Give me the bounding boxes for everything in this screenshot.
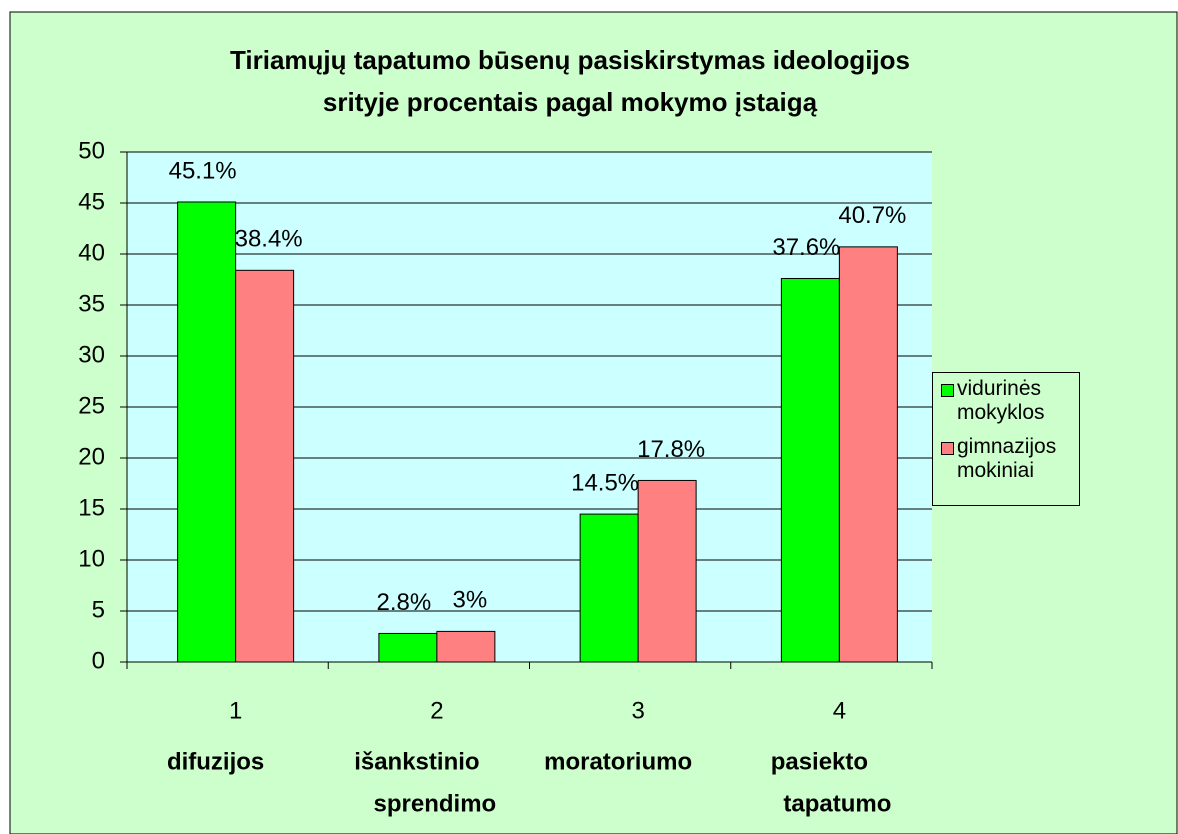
- x-tick-label: 1: [229, 697, 242, 724]
- x-tick-label: 2: [430, 697, 443, 724]
- legend-item: vidurinės mokyklos: [941, 377, 1075, 425]
- y-tick-label: 15: [78, 494, 105, 521]
- legend-swatch: [941, 442, 954, 455]
- y-tick-label: 0: [92, 647, 105, 674]
- chart-title: Tiriamųjų tapatumo būsenų pasiskirstymas…: [230, 45, 910, 75]
- y-tick-label: 40: [78, 239, 105, 266]
- y-tick-label: 45: [78, 188, 105, 215]
- legend-item: gimnazijos mokiniai: [941, 435, 1075, 483]
- y-tick-label: 20: [78, 443, 105, 470]
- category-label: išankstinio: [354, 748, 479, 775]
- value-label: 45.1%: [169, 157, 237, 184]
- x-tick-label: 4: [833, 697, 846, 724]
- category-label: difuzijos: [167, 748, 264, 775]
- bar: [235, 269, 295, 663]
- y-tick-label: 25: [78, 392, 105, 419]
- chart-title: srityje procentais pagal mokymo įstaigą: [323, 87, 818, 117]
- x-tick-label: 3: [631, 697, 644, 724]
- y-tick-label: 10: [78, 545, 105, 572]
- bar: [838, 246, 898, 663]
- bar: [378, 632, 438, 663]
- category-label: moratoriumo: [544, 748, 692, 775]
- bar: [177, 201, 237, 663]
- legend-label: vidurinės mokyklos: [957, 377, 1045, 424]
- value-label: 37.6%: [772, 234, 840, 261]
- value-label: 40.7%: [838, 202, 906, 229]
- legend: vidurinės mokyklos gimnazijos mokiniai: [932, 372, 1080, 506]
- value-label: 14.5%: [571, 469, 639, 496]
- y-tick-label: 30: [78, 341, 105, 368]
- value-label: 17.8%: [637, 436, 705, 463]
- y-tick-label: 5: [92, 596, 105, 623]
- value-label: 3%: [453, 587, 488, 614]
- legend-swatch: [941, 384, 954, 397]
- y-tick-label: 50: [78, 137, 105, 164]
- legend-label: gimnazijos mokiniai: [957, 435, 1057, 482]
- category-label: sprendimo: [374, 790, 497, 817]
- value-label: 2.8%: [377, 589, 432, 616]
- bar: [436, 630, 496, 663]
- category-label: tapatumo: [783, 790, 891, 817]
- bar: [780, 277, 840, 663]
- value-label: 38.4%: [235, 226, 303, 253]
- y-tick-label: 35: [78, 290, 105, 317]
- category-label: pasiekto: [771, 748, 868, 775]
- bar: [579, 513, 639, 663]
- bar: [637, 479, 697, 663]
